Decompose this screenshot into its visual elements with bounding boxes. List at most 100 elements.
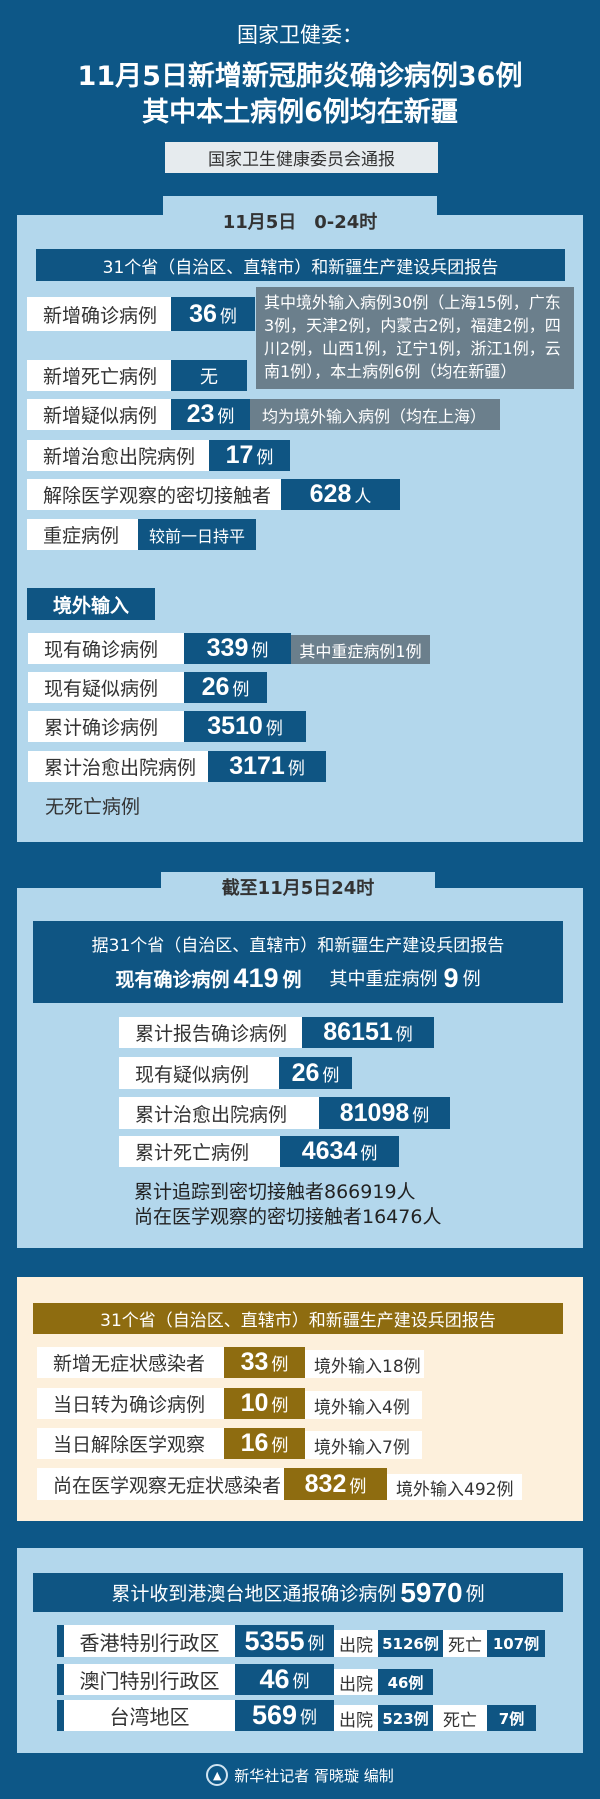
severe-value: 较前一日持平 (138, 519, 256, 550)
hk-deaths-label: 死亡 (443, 1630, 487, 1657)
severe-value: 9 (443, 962, 459, 993)
section2-banner-text: 据31个省（自治区、直辖市）和新疆生产建设兵团报告 (91, 935, 505, 956)
current-label: 现有确诊病例 (115, 968, 230, 991)
value-number: 569 (251, 1700, 298, 1730)
total-deaths-value: 4634 例 (280, 1136, 399, 1167)
asym-released-note: 境外输入7例 (305, 1431, 422, 1459)
imported-total-label: 累计确诊病例 (28, 711, 184, 742)
current-summary: 现有确诊病例 419 例 其中重症病例 9 例 (33, 962, 563, 994)
hk-discharged-value: 5126例 (378, 1630, 443, 1657)
new-confirmed-label: 新增确诊病例 (27, 297, 171, 331)
value-number: 628 (309, 480, 352, 508)
new-recovered-value: 17 例 (209, 440, 290, 471)
contacts-observed: 尚在医学观察的密切接触者16476人 (134, 1205, 442, 1228)
value-unit: 例 (219, 306, 237, 327)
imported-title: 境外输入 (27, 588, 155, 620)
imported-total-value: 3510 例 (184, 711, 306, 742)
value-number: 4634 (301, 1137, 358, 1165)
value-unit: 例 (322, 1065, 340, 1086)
value-number: 26 (291, 1058, 320, 1087)
section2-tab (161, 872, 435, 892)
imported-no-deaths: 无死亡病例 (45, 795, 141, 818)
xinhua-logo-icon: ▲ (206, 1764, 229, 1786)
taiwan-label: 台湾地区 (64, 1700, 235, 1731)
taiwan-deaths-value: 7例 (487, 1705, 536, 1731)
new-deaths-value: 无 (171, 360, 247, 391)
imported-suspected-label: 现有疑似病例 (28, 672, 184, 703)
imported-current-value: 339 例 (184, 633, 291, 664)
hk-deaths-value: 107例 (487, 1630, 545, 1657)
taiwan-deaths-label: 死亡 (433, 1705, 487, 1731)
macau-label: 澳门特别行政区 (64, 1664, 235, 1695)
value-unit: 例 (256, 448, 274, 468)
macau-discharged-label: 出院 (334, 1669, 378, 1695)
asym-converted-label: 当日转为确诊病例 (37, 1388, 224, 1419)
new-deaths-label: 新增死亡病例 (27, 360, 171, 391)
value-number: 17 (225, 441, 254, 469)
macau-value: 46 例 (235, 1664, 334, 1695)
released-contacts-value: 628 人 (281, 479, 400, 510)
new-confirmed-note: 其中境外输入病例30例（上海15例，广东3例，天津2例，内蒙古2例，福建2例，四… (256, 287, 574, 389)
new-confirmed-value: 36 例 (171, 297, 255, 331)
row-marker (57, 1625, 64, 1657)
severe-label: 其中重症病例 (329, 969, 438, 990)
value-number: 81098 (339, 1098, 410, 1127)
value-unit: 例 (395, 1025, 413, 1045)
value-unit: 例 (232, 680, 250, 700)
macau-discharged-value: 46例 (378, 1669, 433, 1695)
hmt-banner-text: 累计收到港澳台地区通报确诊病例 (111, 1583, 397, 1605)
suspected-label: 现有疑似病例 (119, 1057, 279, 1089)
hk-label: 香港特别行政区 (64, 1625, 235, 1657)
new-suspected-note: 均为境外输入病例（均在上海） (250, 399, 500, 430)
value-unit: 例 (217, 407, 235, 427)
value-number: 36 (189, 299, 217, 328)
section1-banner: 31个省（自治区、直辖市）和新疆生产建设兵团报告 (36, 249, 565, 281)
asym-new-value: 33 例 (224, 1347, 305, 1378)
asym-released-value: 16 例 (224, 1428, 305, 1459)
new-suspected-label: 新增疑似病例 (27, 399, 171, 430)
value-unit: 例 (349, 1476, 367, 1497)
value-number: 5355 (244, 1625, 305, 1656)
row-marker (57, 1700, 64, 1731)
hk-value: 5355 例 (235, 1625, 334, 1657)
value-number: 26 (201, 673, 230, 701)
value-unit: 例 (360, 1144, 378, 1164)
row-marker (57, 1664, 64, 1695)
released-contacts-label: 解除医学观察的密切接触者 (27, 479, 281, 510)
total-confirmed-value: 86151 例 (302, 1017, 434, 1048)
section1-tab (163, 196, 437, 218)
taiwan-discharged-value: 523例 (378, 1705, 433, 1731)
source-badge: 国家卫生健康委员会通报 (165, 142, 438, 173)
total-recovered-label: 累计治愈出院病例 (119, 1097, 319, 1129)
hmt-unit: 例 (465, 1583, 485, 1605)
footer-credit: 新华社记者 胥晓璇 编制 (234, 1766, 394, 1785)
value-number: 33 (240, 1348, 269, 1376)
asym-observed-value: 832 例 (284, 1468, 387, 1500)
asym-released-label: 当日解除医学观察 (37, 1428, 224, 1459)
section2-banner (33, 921, 563, 1003)
total-confirmed-label: 累计报告确诊病例 (119, 1017, 302, 1048)
suspected-value: 26 例 (279, 1057, 352, 1089)
value-unit: 例 (412, 1105, 430, 1126)
value-number: 832 (304, 1469, 347, 1498)
asym-converted-note: 境外输入4例 (305, 1391, 422, 1419)
headline-line1: 11月5日新增新冠肺炎确诊病例36例 (77, 60, 523, 92)
value-unit: 例 (271, 1396, 289, 1416)
value-unit: 例 (292, 1672, 310, 1692)
value-unit: 例 (271, 1436, 289, 1456)
new-recovered-label: 新增治愈出院病例 (27, 440, 209, 471)
asym-observed-label: 尚在医学观察无症状感染者 (37, 1468, 284, 1500)
org-title: 国家卫健委： (237, 23, 363, 47)
footer: ▲ 新华社记者 胥晓璇 编制 (0, 1762, 600, 1788)
taiwan-discharged-label: 出院 (334, 1705, 378, 1731)
contacts-total: 累计追踪到密切接触者866919人 (134, 1180, 416, 1203)
value-unit: 例 (307, 1633, 325, 1654)
asym-converted-value: 10 例 (224, 1388, 305, 1419)
new-suspected-value: 23 例 (171, 399, 250, 430)
severe-unit: 例 (462, 969, 481, 990)
asym-new-note: 境外输入18例 (305, 1350, 424, 1378)
imported-recovered-label: 累计治愈出院病例 (28, 751, 208, 782)
taiwan-value: 569 例 (235, 1700, 334, 1731)
current-unit: 例 (282, 968, 302, 991)
imported-current-note: 其中重症病例1例 (291, 635, 430, 664)
